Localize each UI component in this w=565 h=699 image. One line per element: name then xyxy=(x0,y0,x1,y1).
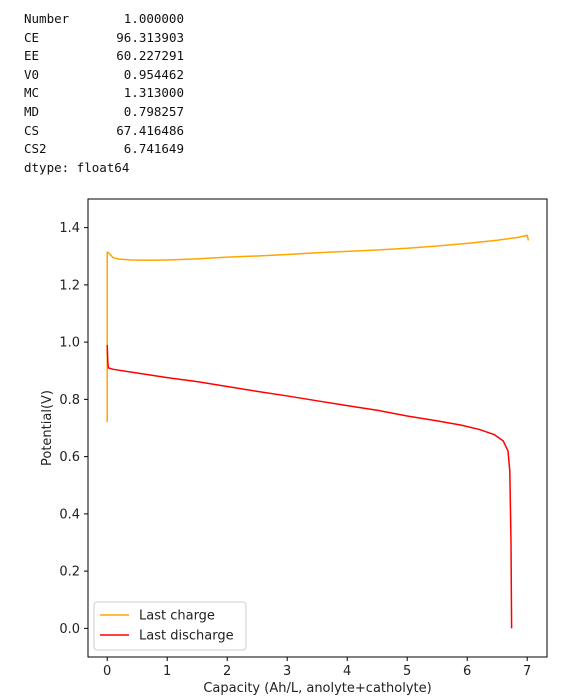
x-tick-label: 3 xyxy=(283,664,291,679)
summary-value: 96.313903 xyxy=(116,29,184,45)
summary-row: MD 0.798257 xyxy=(24,103,184,122)
y-tick-label: 0.6 xyxy=(59,450,80,465)
summary-key: Number xyxy=(24,11,70,26)
x-tick-label: 4 xyxy=(343,664,351,679)
y-tick-label: 0.2 xyxy=(59,565,80,580)
dtype-text: dtype: float64 xyxy=(24,159,130,175)
summary-row: EE 60.227291 xyxy=(24,47,184,66)
summary-key: V0 xyxy=(24,66,40,82)
summary-row: Number 1.000000 xyxy=(24,10,184,29)
cell-output-text: Number 1.000000 CE 96.313903 EE 60.227291 V0 0.… xyxy=(24,10,184,177)
dtype-line: dtype: float64 xyxy=(24,159,184,178)
y-tick-label: 0.8 xyxy=(59,393,80,408)
summary-row: CS 67.416486 xyxy=(24,122,184,141)
summary-key: CS2 xyxy=(24,141,47,157)
legend-box xyxy=(93,601,247,651)
summary-key: MC xyxy=(24,85,40,101)
y-axis-label: Potential(V) xyxy=(40,390,55,466)
summary-row: V0 0.954462 xyxy=(24,66,184,85)
series-line-last-discharge xyxy=(106,344,513,629)
x-tick-label: 5 xyxy=(403,664,411,679)
series-line-last-charge xyxy=(106,234,530,423)
legend-label-last-discharge: Last discharge xyxy=(139,629,234,644)
summary-key: MD xyxy=(24,103,40,119)
x-tick-label: 7 xyxy=(523,664,531,679)
x-tick-label: 2 xyxy=(223,664,231,679)
y-tick-label: 0.4 xyxy=(59,507,80,522)
summary-value: 0.798257 xyxy=(123,103,184,119)
summary-row: CS2 6.741649 xyxy=(24,140,184,159)
summary-value: 60.227291 xyxy=(116,48,184,64)
x-axis-ticks: 0 1 2 3 4 5 6 7 xyxy=(103,657,531,679)
plot-area-frame xyxy=(87,198,548,658)
summary-row: MC 1.313000 xyxy=(24,84,184,103)
y-axis-ticks: 0.0 0.2 0.4 0.6 0.8 1.0 1.2 1.4 xyxy=(59,221,88,637)
series-layer xyxy=(106,234,530,629)
summary-key: CS xyxy=(24,122,40,138)
summary-key: CE xyxy=(24,29,40,45)
x-tick-label: 6 xyxy=(463,664,471,679)
legend-label-last-charge: Last charge xyxy=(139,609,215,624)
y-tick-label: 1.0 xyxy=(59,336,80,351)
x-tick-label: 1 xyxy=(163,664,171,679)
summary-value: 1.000000 xyxy=(123,11,184,26)
y-tick-label: 0.0 xyxy=(59,622,80,637)
legend: Last charge Last discharge xyxy=(93,601,247,651)
summary-row: CE 96.313903 xyxy=(24,29,184,48)
summary-value: 1.313000 xyxy=(123,85,184,101)
series-summary: Number 1.000000 CE 96.313903 EE 60.227291 V0 0.… xyxy=(24,10,184,159)
x-tick-label: 0 xyxy=(103,664,111,679)
summary-value: 6.741649 xyxy=(123,141,184,157)
summary-value: 0.954462 xyxy=(123,66,184,82)
y-tick-label: 1.4 xyxy=(59,221,80,236)
summary-key: EE xyxy=(24,48,40,64)
summary-value: 67.416486 xyxy=(116,122,184,138)
x-axis-label: Capacity (Ah/L, anolyte+catholyte) xyxy=(203,681,431,696)
y-tick-label: 1.2 xyxy=(59,278,80,293)
